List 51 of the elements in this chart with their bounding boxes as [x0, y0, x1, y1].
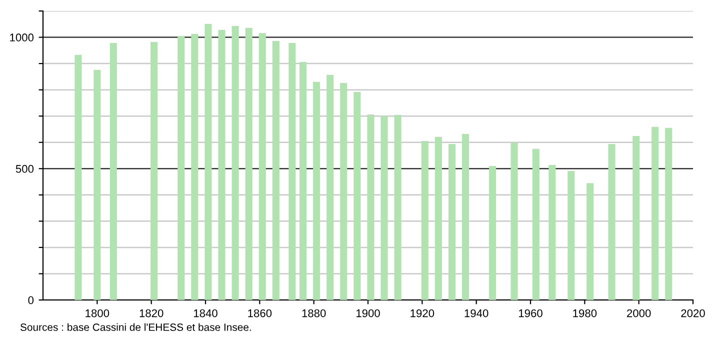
x-tick-label: 2000 — [627, 309, 651, 318]
bar — [448, 144, 456, 300]
x-tick-label: 1960 — [518, 309, 542, 318]
bar — [532, 148, 540, 300]
x-tick-label: 1800 — [86, 309, 110, 318]
bar — [272, 40, 280, 300]
x-tick-label: 1920 — [410, 309, 434, 318]
bar — [548, 164, 556, 300]
y-tick-label: 0 — [28, 296, 34, 304]
bar — [245, 28, 252, 300]
bar — [178, 36, 185, 300]
bar — [568, 171, 575, 300]
bar — [110, 43, 117, 300]
bar — [340, 82, 348, 300]
bar — [632, 136, 640, 300]
bar — [258, 33, 266, 300]
x-tick-label: 1980 — [573, 309, 597, 318]
bar — [288, 43, 296, 300]
bar — [150, 42, 158, 300]
x-tick-label: 1940 — [464, 309, 488, 318]
bar — [434, 136, 442, 300]
x-tick-label: 1860 — [248, 309, 272, 318]
bar — [380, 116, 388, 300]
x-tick-label: 1820 — [140, 309, 164, 318]
x-tick-label: 1840 — [194, 309, 218, 318]
bar — [652, 126, 659, 300]
bar — [367, 114, 374, 300]
bar — [74, 54, 82, 300]
bar — [326, 74, 334, 300]
x-tick-label: 1880 — [302, 309, 326, 318]
bar — [665, 128, 672, 300]
bar — [204, 24, 212, 300]
bar — [191, 34, 198, 300]
bar — [394, 115, 402, 300]
bar — [421, 141, 428, 300]
bar — [218, 30, 226, 300]
bar — [94, 70, 101, 300]
bar — [608, 144, 616, 300]
x-tick-label: 1900 — [356, 309, 380, 318]
bar — [354, 92, 361, 300]
bar — [489, 166, 496, 300]
x-tick-label: 2020 — [681, 309, 705, 318]
bar — [462, 134, 470, 300]
y-tick-label: 500 — [16, 164, 34, 173]
bar — [299, 62, 307, 300]
bar — [510, 142, 518, 300]
source-note: Sources : base Cassini de l'EHESS et base Insee. — [20, 323, 251, 331]
bar — [586, 183, 594, 300]
bar — [232, 26, 239, 300]
bar — [313, 82, 320, 300]
y-tick-label: 1000 — [10, 34, 34, 42]
